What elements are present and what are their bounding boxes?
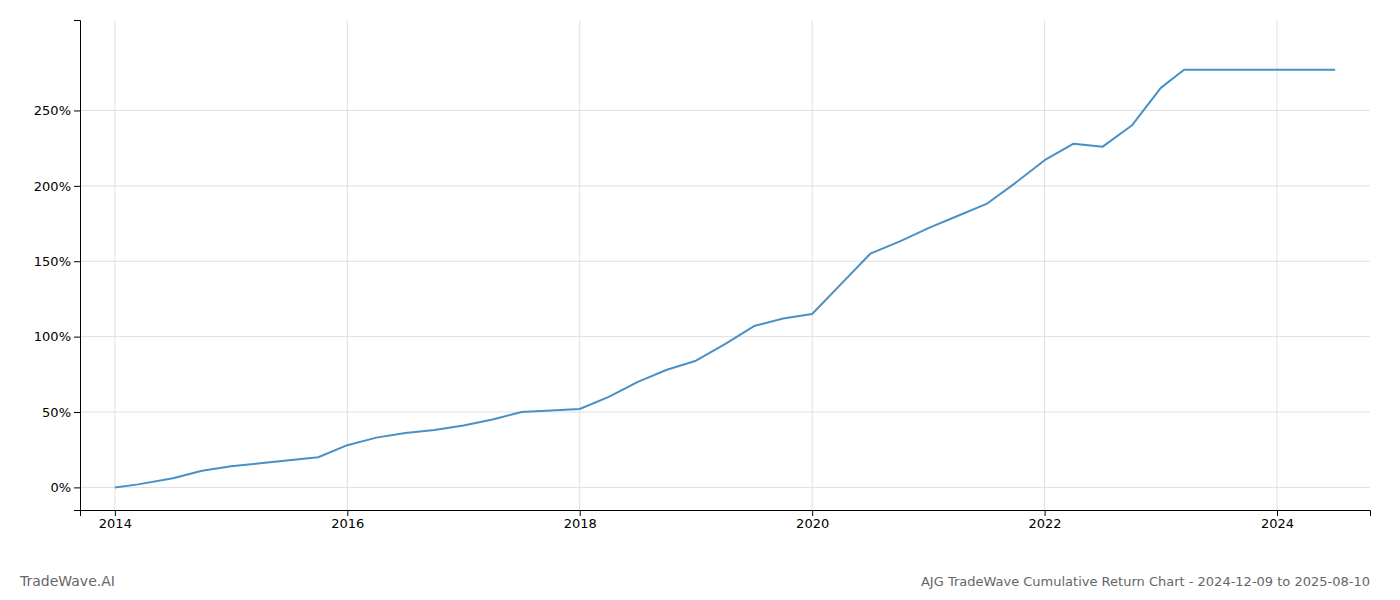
title: AJG TradeWave Cumulative Return Chart - … — [921, 574, 1370, 589]
y-tick-label: 0% — [50, 480, 71, 495]
y-tick: 250% — [34, 103, 80, 118]
y-tick-label: 50% — [42, 405, 71, 420]
chart: 2014 2016 2018 2020 2022 2024 0% 50% 100% 150% 200… — [0, 0, 1400, 600]
x-tick-mark — [347, 510, 348, 516]
y-tick-mark — [74, 487, 80, 488]
y-tick: 100% — [34, 329, 80, 344]
x-grid-line — [1277, 20, 1278, 510]
x-tick-label: 2014 — [99, 516, 132, 531]
x-grid-line — [114, 20, 115, 510]
y-grid-line — [80, 261, 1370, 262]
y-tick-mark — [74, 186, 80, 187]
x-tick: 2024 — [1261, 510, 1294, 531]
x-tick-mark — [1277, 510, 1278, 516]
x-tick-mark — [812, 510, 813, 516]
x-tick-label: 2018 — [564, 516, 597, 531]
y-tick-mark — [74, 337, 80, 338]
x-tick-label: 2024 — [1261, 516, 1294, 531]
x-grid-line — [347, 20, 348, 510]
line — [115, 70, 1335, 488]
y-grid-line — [80, 336, 1370, 337]
y-tick: 0% — [50, 480, 80, 495]
y-axis: 0% 50% 100% 150% 200% 250% — [34, 21, 81, 511]
x-axis: 2014 2016 2018 2020 2022 2024 — [81, 510, 1371, 531]
y-tick-label: 100% — [34, 329, 71, 344]
y-grid-line — [80, 412, 1370, 413]
x-axis-line — [81, 511, 1371, 517]
y-axis-line — [74, 21, 81, 511]
y-tick: 150% — [34, 254, 80, 269]
y-grid-line — [80, 487, 1370, 488]
texts: TradeWave.AI AJG TradeWave Cumulative Ret… — [19, 573, 1370, 589]
watermark: TradeWave.AI — [19, 573, 115, 589]
x-tick: 2022 — [1029, 510, 1062, 531]
y-tick-mark — [74, 412, 80, 413]
x-grid-line — [579, 20, 580, 510]
x-tick: 2018 — [564, 510, 597, 531]
x-tick-mark — [1045, 510, 1046, 516]
x-tick-label: 2016 — [331, 516, 364, 531]
y-grid-line — [80, 110, 1370, 111]
y-tick-mark — [74, 110, 80, 111]
y-tick: 50% — [42, 405, 80, 420]
x-tick-mark — [580, 510, 581, 516]
y-tick-mark — [74, 261, 80, 262]
x-grid-line — [812, 20, 813, 510]
x-grid-line — [1044, 20, 1045, 510]
y-tick-label: 250% — [34, 103, 71, 118]
y-tick-label: 200% — [34, 179, 71, 194]
x-tick-mark — [115, 510, 116, 516]
x-tick: 2014 — [99, 510, 132, 531]
x-tick: 2016 — [331, 510, 364, 531]
x-tick: 2020 — [796, 510, 829, 531]
x-tick-label: 2022 — [1029, 516, 1062, 531]
y-tick-label: 150% — [34, 254, 71, 269]
grid — [80, 20, 1370, 510]
y-grid-line — [80, 185, 1370, 186]
y-tick: 200% — [34, 179, 80, 194]
plot-area — [115, 70, 1335, 488]
x-tick-label: 2020 — [796, 516, 829, 531]
